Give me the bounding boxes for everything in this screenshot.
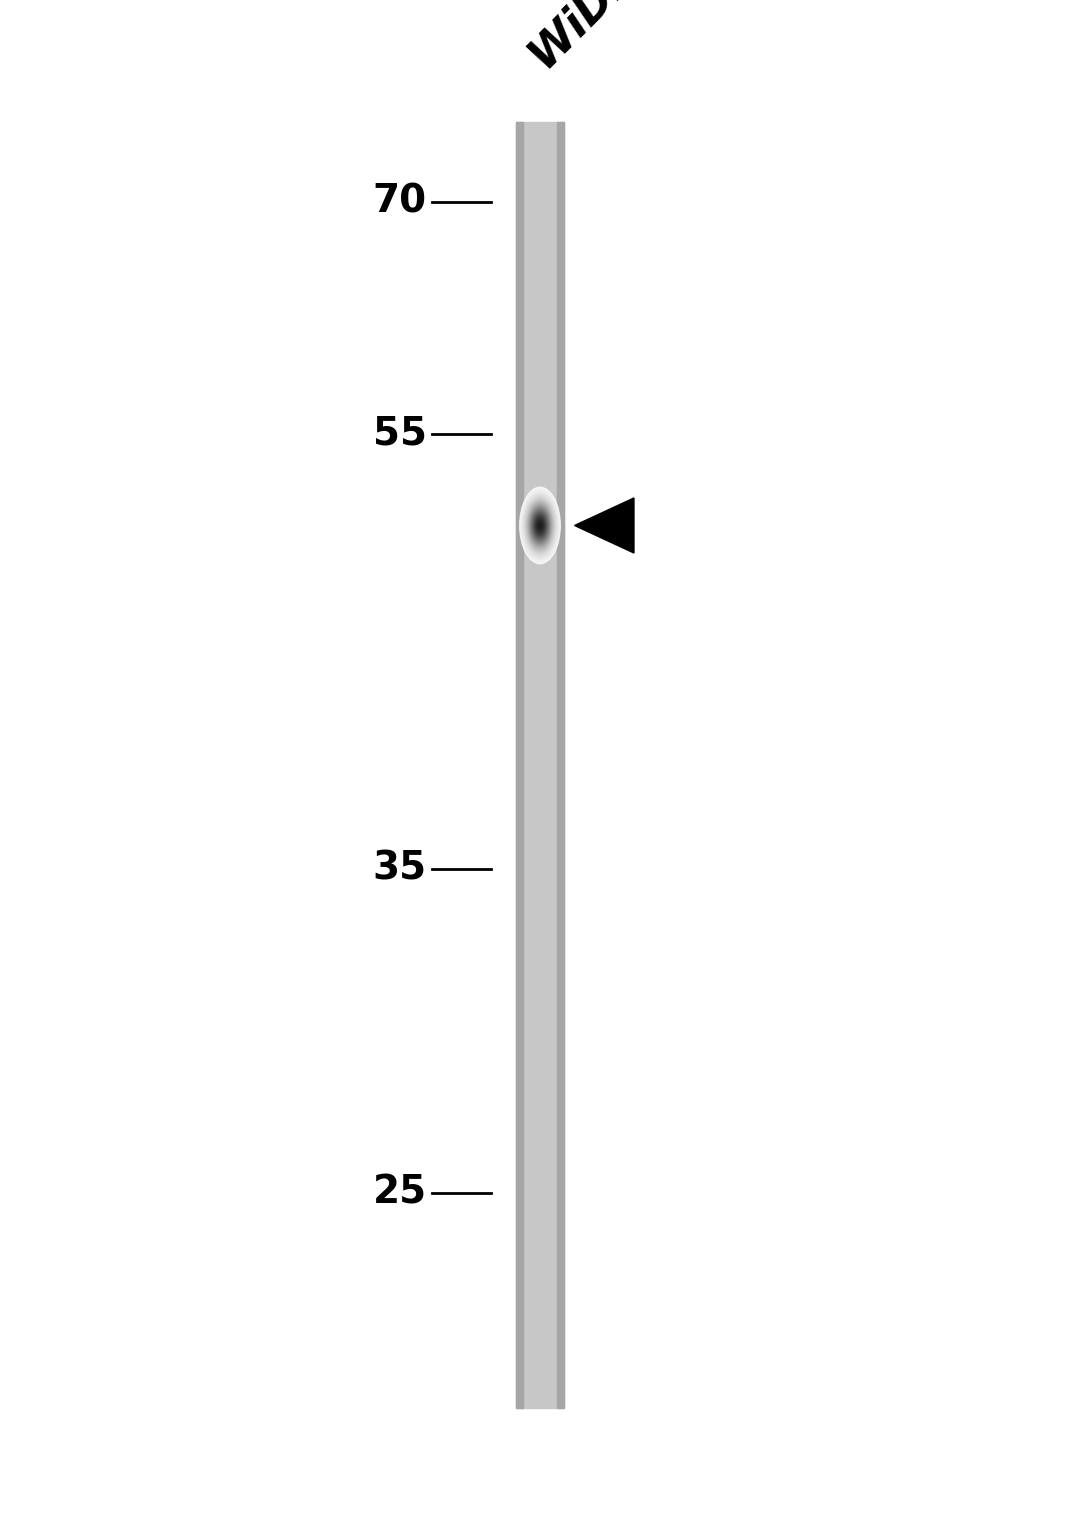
Ellipse shape bbox=[534, 513, 546, 539]
Ellipse shape bbox=[528, 502, 552, 548]
Ellipse shape bbox=[519, 487, 561, 563]
Ellipse shape bbox=[529, 505, 551, 546]
Text: 25: 25 bbox=[373, 1174, 427, 1212]
Ellipse shape bbox=[536, 517, 544, 534]
Ellipse shape bbox=[535, 516, 545, 536]
Ellipse shape bbox=[530, 506, 550, 545]
Ellipse shape bbox=[522, 490, 558, 562]
Ellipse shape bbox=[539, 523, 541, 528]
Ellipse shape bbox=[537, 519, 543, 532]
Ellipse shape bbox=[528, 503, 552, 548]
Ellipse shape bbox=[525, 497, 555, 554]
Ellipse shape bbox=[527, 500, 553, 551]
Ellipse shape bbox=[536, 517, 544, 532]
Ellipse shape bbox=[526, 500, 554, 551]
Ellipse shape bbox=[531, 509, 549, 542]
Ellipse shape bbox=[532, 511, 548, 540]
Ellipse shape bbox=[525, 497, 555, 554]
Ellipse shape bbox=[524, 494, 556, 555]
Text: WiDr: WiDr bbox=[521, 0, 638, 76]
Text: 35: 35 bbox=[373, 849, 427, 887]
Ellipse shape bbox=[529, 505, 551, 546]
Ellipse shape bbox=[531, 508, 549, 543]
Ellipse shape bbox=[530, 508, 550, 543]
Ellipse shape bbox=[526, 499, 554, 552]
Ellipse shape bbox=[523, 493, 557, 558]
Text: 55: 55 bbox=[373, 415, 427, 453]
Ellipse shape bbox=[534, 514, 546, 537]
Ellipse shape bbox=[521, 490, 559, 562]
Bar bbox=[516, 122, 524, 1408]
Ellipse shape bbox=[532, 513, 548, 539]
Ellipse shape bbox=[524, 494, 556, 557]
Ellipse shape bbox=[538, 520, 542, 531]
Ellipse shape bbox=[521, 488, 559, 563]
Ellipse shape bbox=[535, 516, 545, 536]
Ellipse shape bbox=[522, 491, 558, 560]
Ellipse shape bbox=[532, 509, 548, 540]
Ellipse shape bbox=[538, 522, 542, 529]
Ellipse shape bbox=[537, 520, 543, 531]
Ellipse shape bbox=[523, 493, 557, 558]
Ellipse shape bbox=[525, 496, 555, 555]
Bar bbox=[516, 122, 564, 1408]
Bar bbox=[556, 122, 564, 1408]
Ellipse shape bbox=[539, 523, 541, 528]
Ellipse shape bbox=[527, 502, 553, 549]
Text: 70: 70 bbox=[373, 182, 427, 220]
Polygon shape bbox=[575, 497, 634, 552]
